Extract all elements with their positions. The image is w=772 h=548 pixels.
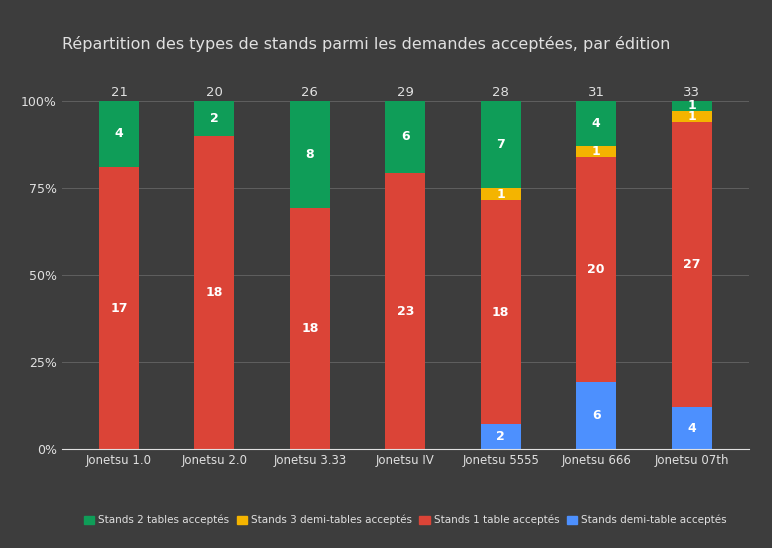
Text: 18: 18 — [492, 306, 510, 319]
Text: 20: 20 — [587, 263, 605, 276]
Text: 2: 2 — [210, 112, 218, 124]
Text: 1: 1 — [687, 99, 696, 112]
Text: 17: 17 — [110, 302, 128, 315]
Bar — [672, 407, 712, 449]
Bar — [576, 382, 616, 449]
Legend: Stands 2 tables acceptés, Stands 3 demi-tables acceptés, Stands 1 table acceptés: Stands 2 tables acceptés, Stands 3 demi-… — [80, 512, 730, 528]
Bar — [290, 208, 330, 449]
Text: 1: 1 — [687, 110, 696, 123]
Text: 4: 4 — [114, 127, 124, 140]
Text: 2: 2 — [496, 430, 505, 443]
Bar — [195, 101, 235, 135]
Text: 27: 27 — [682, 258, 700, 271]
Text: 4: 4 — [687, 422, 696, 435]
Text: 21: 21 — [110, 86, 127, 99]
Bar — [290, 101, 330, 208]
Text: 26: 26 — [301, 86, 318, 99]
Bar — [481, 101, 521, 188]
Bar — [672, 101, 712, 111]
Text: 4: 4 — [592, 117, 601, 130]
Text: 29: 29 — [397, 86, 414, 99]
Bar — [99, 101, 139, 167]
Bar — [99, 167, 139, 449]
Text: 31: 31 — [587, 86, 604, 99]
Bar — [195, 135, 235, 449]
Text: 23: 23 — [397, 305, 414, 318]
Text: 28: 28 — [493, 86, 510, 99]
Bar — [481, 188, 521, 200]
Bar — [576, 101, 616, 146]
Bar — [385, 173, 425, 449]
Text: 6: 6 — [592, 409, 601, 422]
Text: 1: 1 — [496, 187, 505, 201]
Bar — [576, 146, 616, 157]
Bar — [481, 200, 521, 425]
Bar — [481, 425, 521, 449]
Text: 7: 7 — [496, 138, 505, 151]
Text: 18: 18 — [301, 322, 319, 335]
Bar — [672, 122, 712, 407]
Text: Répartition des types de stands parmi les demandes acceptées, par édition: Répartition des types de stands parmi le… — [62, 36, 670, 52]
Bar — [672, 111, 712, 122]
Bar — [385, 101, 425, 173]
Text: 8: 8 — [306, 148, 314, 161]
Text: 33: 33 — [683, 86, 700, 99]
Text: 18: 18 — [206, 286, 223, 299]
Text: 20: 20 — [206, 86, 223, 99]
Text: 6: 6 — [401, 130, 410, 143]
Bar — [576, 157, 616, 382]
Text: 1: 1 — [592, 145, 601, 158]
